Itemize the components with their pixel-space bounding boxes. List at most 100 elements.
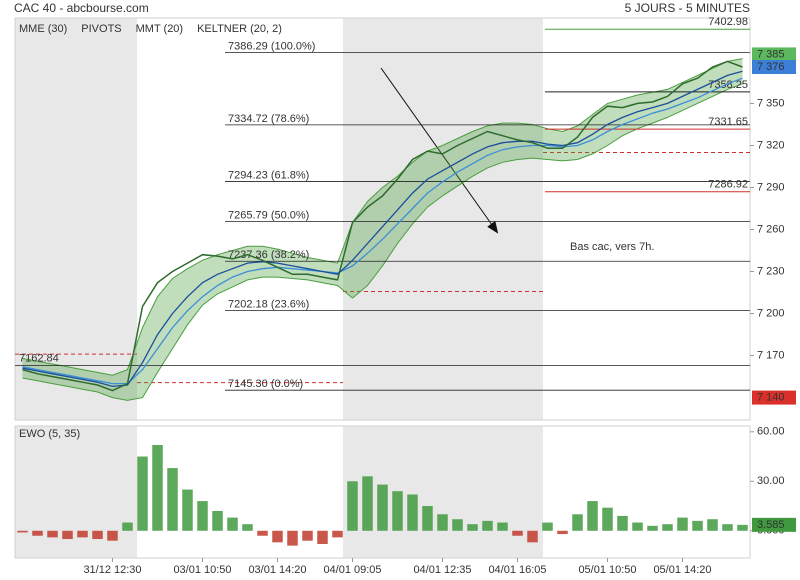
pivot-label: 7402.98 <box>708 16 748 28</box>
price-marker-label: 7 385 <box>757 48 785 60</box>
x-tick-label: 05/01 14:20 <box>653 564 711 576</box>
level-label: 7162.84 <box>19 353 59 365</box>
pivot-label: 7358.25 <box>708 79 748 91</box>
price-marker <box>752 60 796 75</box>
legend-item: KELTNER (20, 2) <box>197 23 282 35</box>
oscillator-bar <box>407 494 418 531</box>
y-tick-label: 7 170 <box>757 349 785 361</box>
oscillator-bar <box>77 530 88 538</box>
oscillator-bar <box>422 506 433 531</box>
y-tick-label: 7 320 <box>757 139 785 151</box>
moving-average <box>22 70 743 388</box>
oscillator-bar <box>707 519 718 531</box>
oscillator-bar <box>17 530 28 533</box>
oscillator-bar <box>182 489 193 531</box>
chart-title: CAC 40 - abcbourse.com <box>14 1 149 15</box>
oscillator-bar <box>527 530 538 543</box>
oscillator-bar <box>362 476 373 531</box>
value-marker-label: 3.585 <box>757 519 785 531</box>
oscillator-bar <box>542 522 553 531</box>
oscillator-bar <box>677 517 688 531</box>
oscillator-bar <box>107 530 118 541</box>
oscillator-bar <box>167 468 178 531</box>
legend-item: MME (30) <box>19 23 67 35</box>
oscillator-bar <box>32 530 43 536</box>
oscillator-bar <box>602 507 613 531</box>
price-marker-label: 7 376 <box>757 61 785 73</box>
oscillator-bar <box>617 515 628 531</box>
oscillator-bar <box>647 525 658 531</box>
oscillator-bar <box>242 524 253 531</box>
background <box>14 17 751 559</box>
y-tick-label: 7 290 <box>757 181 785 193</box>
oscillator-bar <box>317 530 328 544</box>
x-tick-label: 05/01 10:50 <box>578 564 636 576</box>
oscillator-bar <box>692 520 703 531</box>
price-line <box>22 60 743 392</box>
x-tick-label: 04/01 16:05 <box>488 564 546 576</box>
oscillator-bar <box>482 520 493 531</box>
oscillator-bar <box>62 530 73 540</box>
y-tick-label: 7 230 <box>757 265 785 277</box>
oscillator-bar <box>302 530 313 541</box>
oscillator-bar <box>92 530 103 540</box>
fibonacci-label: 7237.36 (38.2%) <box>228 249 309 261</box>
value-marker <box>752 517 796 532</box>
oscillator-bar <box>497 522 508 531</box>
oscillator-bar <box>452 519 463 531</box>
oscillator-bar <box>227 517 238 531</box>
oscillator-bar <box>347 481 358 531</box>
y-tick-label: 30.00 <box>757 475 785 487</box>
oscillator-bar <box>392 491 403 531</box>
oscillator-bar <box>557 530 568 535</box>
fibonacci-label: 7294.23 (61.8%) <box>228 169 309 181</box>
y-tick-label: 7 260 <box>757 223 785 235</box>
keltner-band <box>22 58 743 401</box>
oscillator-bar <box>377 484 388 531</box>
oscillator-bar <box>152 444 163 531</box>
fibonacci-label: 7145.30 (0.0%) <box>228 378 303 390</box>
oscillator-bar <box>47 530 58 538</box>
oscillator-bar <box>587 501 598 531</box>
fibonacci-label: 7334.72 (78.6%) <box>228 113 309 125</box>
oscillator-bar <box>632 522 643 531</box>
y-tick-label: 60.00 <box>757 426 785 438</box>
moving-average <box>22 77 743 385</box>
y-tick-label: 7 200 <box>757 307 785 319</box>
oscillator-bar <box>662 524 673 531</box>
oscillator-bar <box>137 456 148 531</box>
oscillator-bar <box>437 514 448 531</box>
oscillator-bar <box>272 530 283 543</box>
annotation: Bas cac, vers 7h. <box>570 241 654 253</box>
x-tick-label: 03/01 14:20 <box>248 564 306 576</box>
x-tick-label: 03/01 10:50 <box>173 564 231 576</box>
oscillator-bar <box>212 510 223 531</box>
y-tick-label: 7 350 <box>757 97 785 109</box>
x-tick-label: 31/12 12:30 <box>83 564 141 576</box>
period: 5 JOURS - 5 MINUTES <box>625 1 750 15</box>
fibonacci-label: 7386.29 (100.0%) <box>228 41 315 53</box>
oscillator-bar <box>257 530 268 536</box>
oscillator-bar <box>467 524 478 531</box>
fibonacci-label: 7265.79 (50.0%) <box>228 209 309 221</box>
x-tick-label: 04/01 09:05 <box>323 564 381 576</box>
oscillator-bar <box>332 530 343 538</box>
oscillator-bar <box>737 524 748 531</box>
oscillator-bar <box>722 524 733 531</box>
keltner-lower <box>22 83 743 401</box>
panel-title: EWO (5, 35) <box>19 428 80 440</box>
pivot-label: 7331.65 <box>708 116 748 128</box>
oscillator-bar <box>122 522 133 531</box>
oscillator-bar <box>512 530 523 536</box>
oscillator-bar <box>287 530 298 546</box>
keltner-upper <box>22 58 743 376</box>
oscillator-bar <box>572 514 583 531</box>
oscillator-bar <box>197 501 208 531</box>
x-tick-label: 04/01 12:35 <box>413 564 471 576</box>
price-marker <box>752 47 796 62</box>
legend-item: MMT (20) <box>136 23 183 35</box>
pivot-label: 7286.92 <box>708 179 748 191</box>
arrow <box>380 67 499 234</box>
legend-item: PIVOTS <box>81 23 121 35</box>
